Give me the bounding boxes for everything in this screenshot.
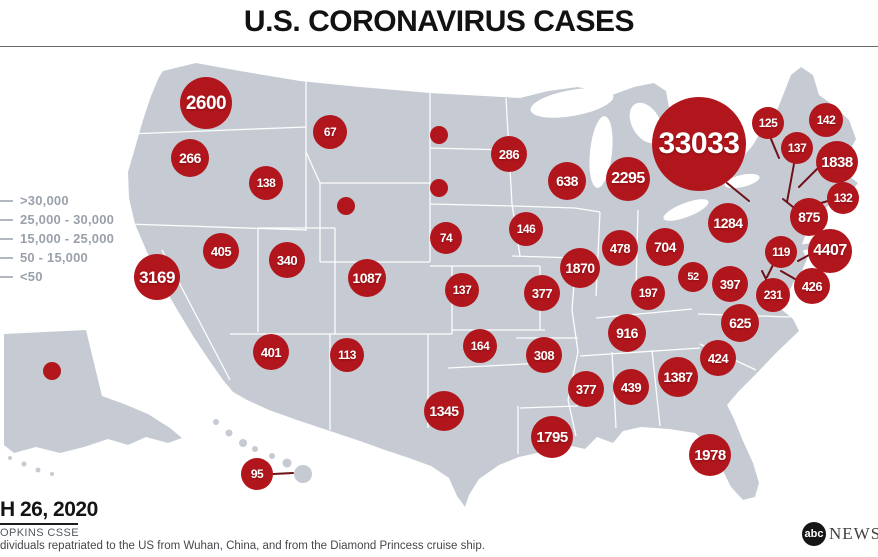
state-bubble-DE: 119 [765, 236, 797, 268]
state-bubble-NY: 33033 [652, 97, 746, 191]
state-bubble-FL: 1978 [689, 434, 731, 476]
legend-label: >30,000 [20, 193, 69, 208]
state-bubble-IN: 478 [602, 230, 638, 266]
state-bubble-AL: 439 [613, 369, 649, 405]
state-bubble-AZ: 401 [253, 334, 289, 370]
state-bubble-KY: 197 [631, 276, 665, 310]
state-bubble-NM: 113 [330, 338, 364, 372]
state-bubble-MT: 67 [313, 115, 347, 149]
state-bubble-OK: 164 [463, 329, 497, 363]
state-bubble-VT: 125 [752, 107, 784, 139]
state-bubble-AR: 308 [526, 337, 562, 373]
date-label: H 26, 2020 [0, 498, 98, 521]
state-bubble-LA: 1795 [531, 416, 573, 458]
state-bubble-ID: 138 [249, 166, 283, 200]
news-wordmark: NEWS [829, 524, 878, 543]
state-bubble-MO: 377 [524, 275, 560, 311]
state-bubble-GA: 1387 [658, 357, 698, 397]
state-bubble-HI: 95 [241, 458, 273, 490]
state-bubble-MA: 1838 [816, 141, 858, 183]
state-bubble-MN: 286 [491, 136, 527, 172]
state-bubble-ND [430, 126, 448, 144]
note-label: dividuals repatriated to the US from Wuh… [0, 540, 485, 552]
state-bubble-CO: 1087 [348, 259, 386, 297]
state-bubble-NV: 405 [203, 233, 239, 269]
legend-tick-icon [0, 237, 13, 240]
legend-item-over-30000: >30,000 [0, 191, 114, 210]
state-bubble-NJ: 4407 [808, 229, 852, 273]
legend-item-15000-25000: 15,000 - 25,000 [0, 229, 114, 248]
legend-item-25000-30000: 25,000 - 30,000 [0, 210, 114, 229]
page-title: U.S. CORONAVIRUS CASES [243, 5, 635, 38]
state-bubble-IA: 146 [509, 212, 543, 246]
legend-label: <50 [20, 269, 43, 284]
state-bubble-WY [337, 197, 355, 215]
legend-tick-icon [0, 218, 13, 221]
state-bubble-NE: 74 [430, 222, 462, 254]
abc-news-logo: abc NEWS [802, 522, 878, 546]
state-bubble-WI: 638 [548, 162, 586, 200]
state-bubble-MD: 426 [794, 268, 830, 304]
state-bubble-OH: 704 [646, 228, 684, 266]
state-bubble-NH: 137 [781, 132, 813, 164]
state-bubble-ME: 142 [809, 103, 843, 137]
alaska-shape [4, 330, 182, 476]
abc-logo-icon: abc [802, 522, 826, 546]
legend-label: 25,000 - 30,000 [20, 212, 115, 227]
state-bubble-SC: 424 [700, 340, 736, 376]
state-bubble-IL: 1870 [560, 248, 600, 288]
state-bubble-SD [430, 179, 448, 197]
state-bubble-VA: 397 [712, 266, 748, 302]
legend-item-50-15000: 50 - 15,000 [0, 248, 114, 267]
state-bubble-OR: 266 [171, 139, 209, 177]
legend-item-under-50: <50 [0, 267, 114, 286]
state-bubble-MS: 377 [568, 371, 604, 407]
legend-tick-icon [0, 199, 13, 202]
legend-label: 15,000 - 25,000 [20, 231, 115, 246]
state-bubble-PA: 1284 [708, 203, 748, 243]
state-bubble-TN: 916 [608, 314, 646, 352]
state-bubble-CA: 3169 [134, 254, 180, 300]
hawaii-shape [213, 419, 312, 483]
state-bubble-WV: 52 [678, 262, 708, 292]
state-bubble-MI: 2295 [606, 157, 650, 201]
state-bubble-UT: 340 [269, 242, 305, 278]
legend-tick-icon [0, 275, 13, 278]
map-legend: >30,000 25,000 - 30,000 15,000 - 25,000 … [0, 191, 114, 286]
title-divider [0, 46, 878, 47]
great-lakes-shapes [530, 88, 760, 221]
source-label: OPKINS CSSE [0, 527, 79, 539]
date-underline [0, 523, 78, 525]
legend-tick-icon [0, 256, 13, 259]
state-bubble-NC: 625 [721, 304, 759, 342]
state-bubble-KS: 137 [445, 273, 479, 307]
state-bubble-TX: 1345 [424, 391, 464, 431]
state-bubble-RI: 132 [827, 182, 859, 214]
state-bubble-DC: 231 [756, 278, 790, 312]
state-bubble-AK [43, 362, 61, 380]
state-bubble-WA: 2600 [180, 77, 232, 129]
legend-label: 50 - 15,000 [20, 250, 88, 265]
